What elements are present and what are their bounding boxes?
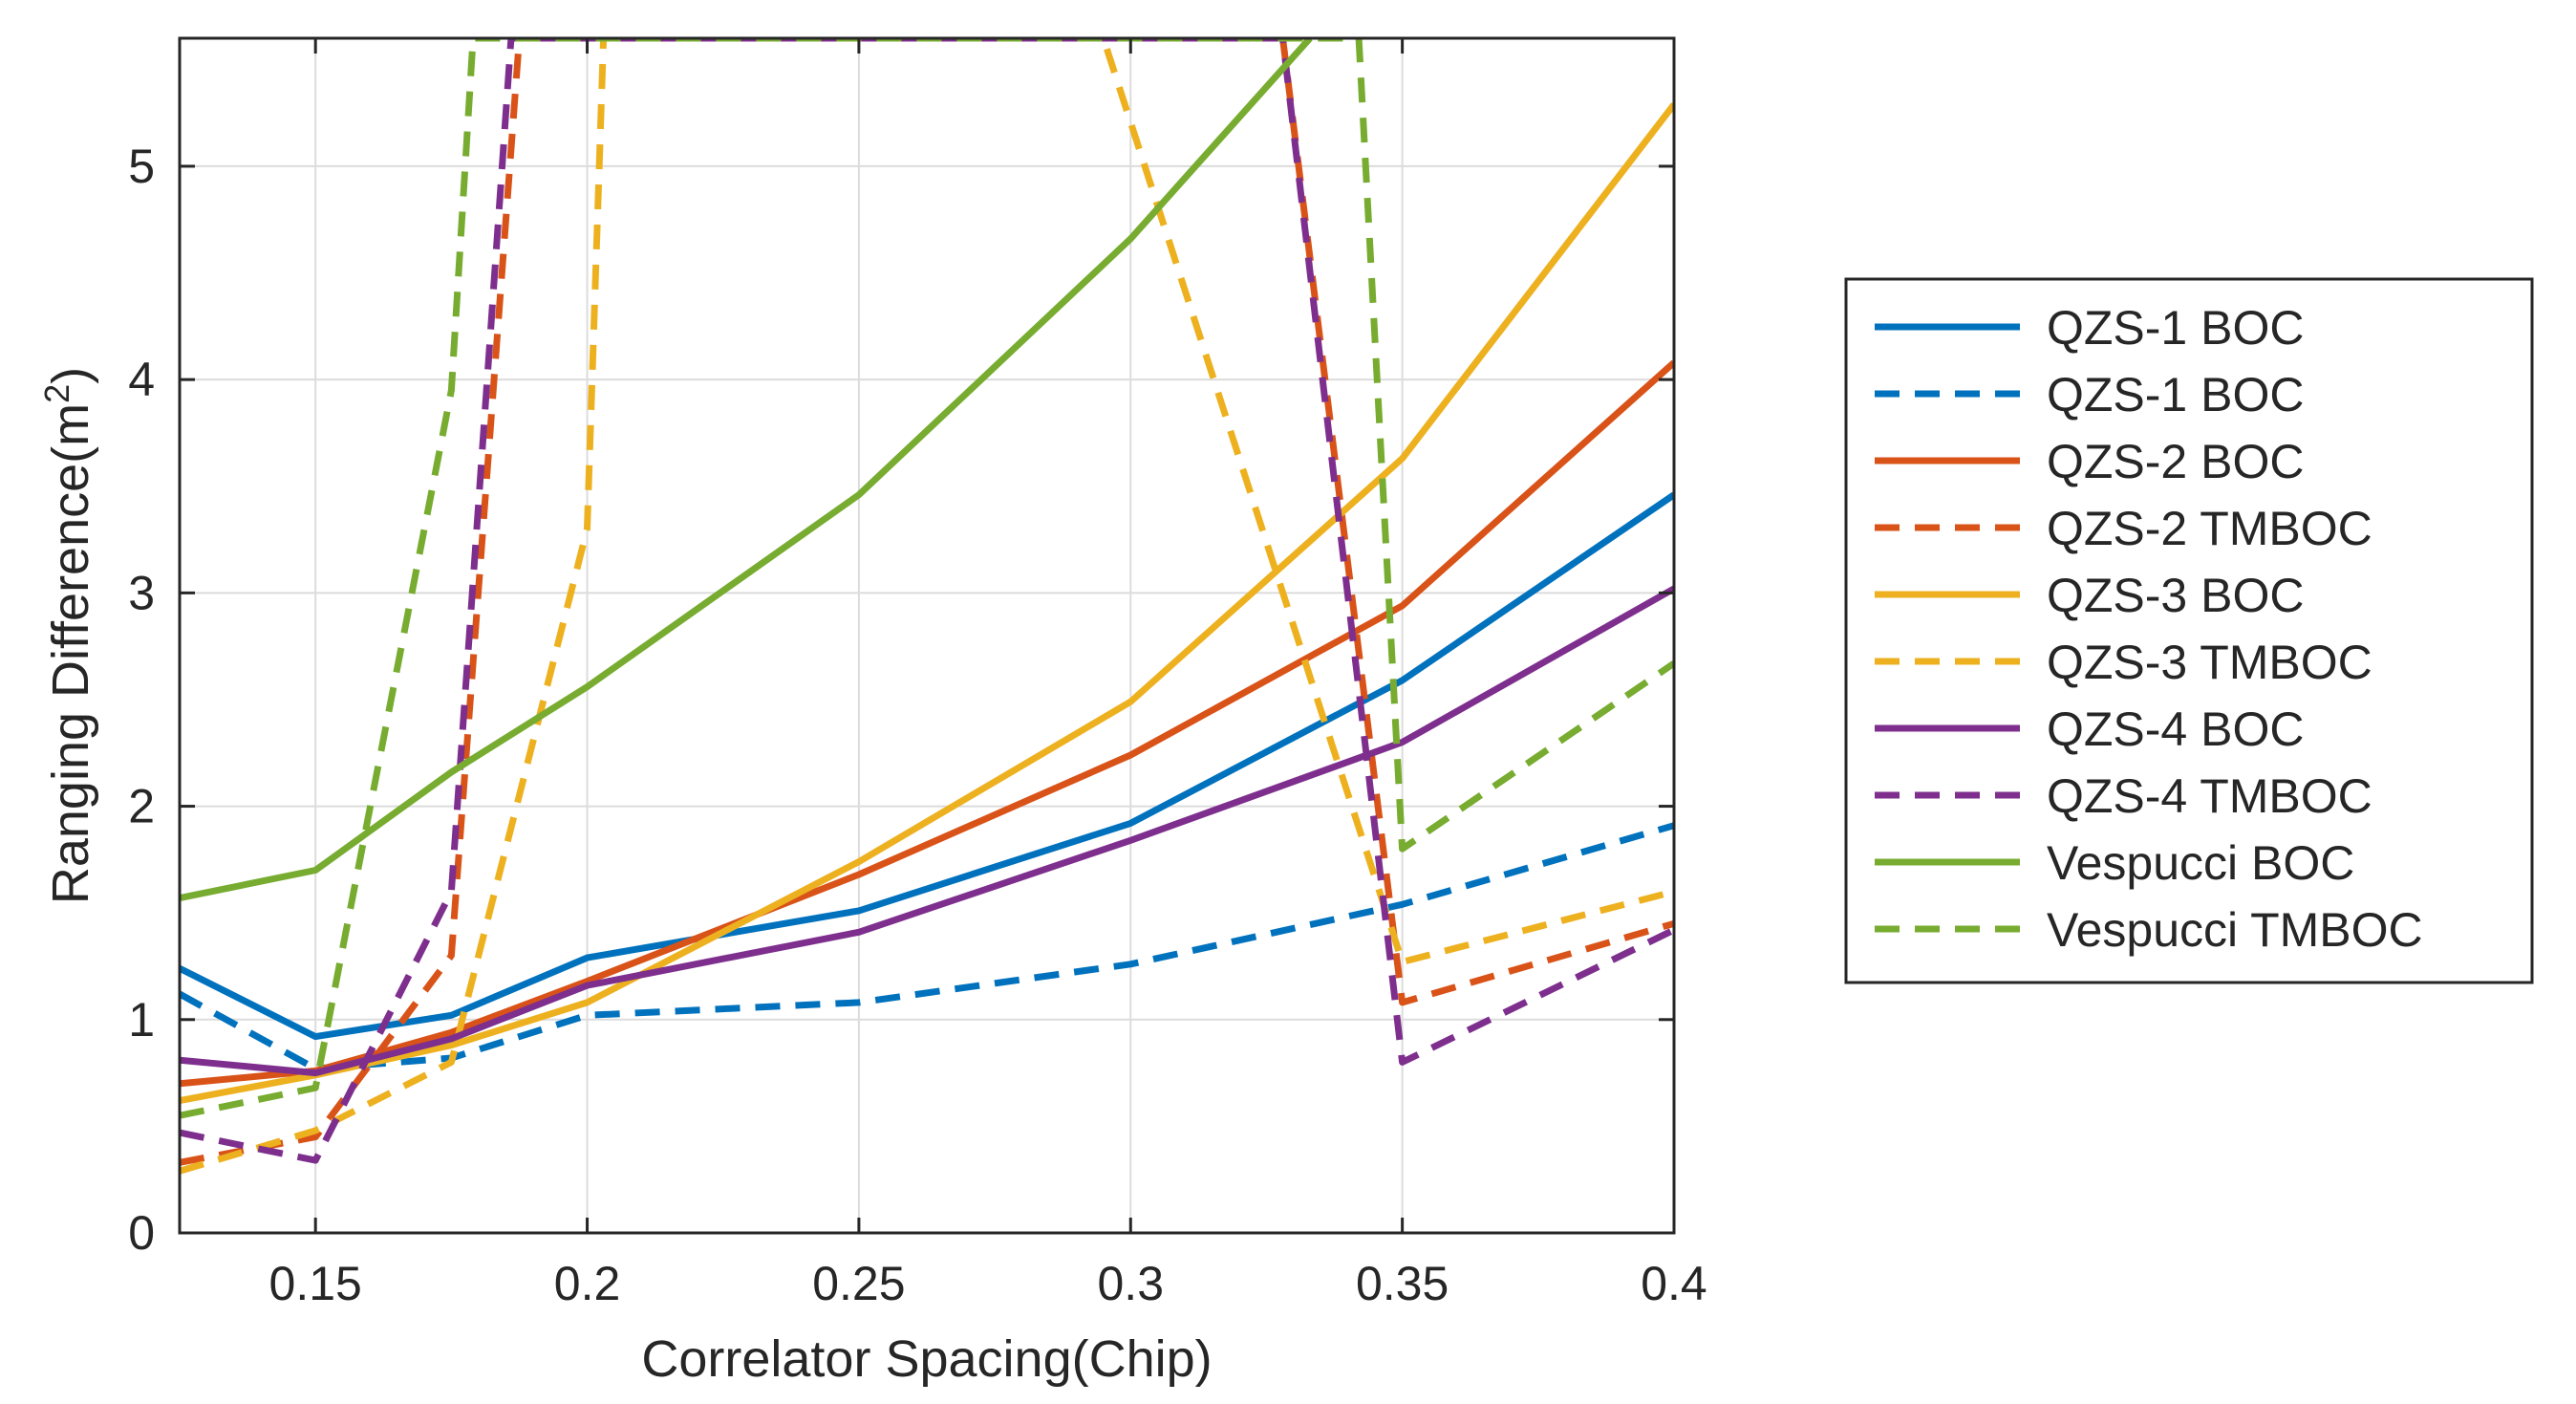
y-axis-label: Ranging Difference(m2)	[37, 367, 99, 904]
legend-label: QZS-2 BOC	[2047, 435, 2304, 488]
legend-label: QZS-2 TMBOC	[2047, 502, 2372, 555]
plot-frame	[178, 36, 1676, 1235]
series-layer	[180, 38, 1674, 1175]
y-axis-label-close: )	[42, 367, 99, 384]
y-axis-label-sup: 2	[37, 384, 76, 403]
legend-label: QZS-1 BOC	[2047, 368, 2304, 421]
legend-label: QZS-4 TMBOC	[2047, 769, 2372, 823]
y-tick-label: 2	[128, 780, 155, 833]
legend-label: Vespucci TMBOC	[2047, 903, 2423, 957]
x-tick-label: 0.3	[1098, 1257, 1165, 1310]
series-line-qzs-4-tmboc-dashed	[180, 38, 1674, 1164]
x-tick-label: 0.4	[1641, 1257, 1707, 1310]
legend-label: QZS-3 TMBOC	[2047, 636, 2372, 689]
legend-label: QZS-4 BOC	[2047, 702, 2304, 756]
legend-label: QZS-1 BOC	[2047, 301, 2304, 355]
series-line-vespucci-tmboc-dashed	[180, 38, 1674, 1119]
legend-label: Vespucci BOC	[2047, 836, 2354, 890]
x-tick-label: 0.2	[554, 1257, 621, 1310]
x-axis-label: Correlator Spacing(Chip)	[641, 1330, 1212, 1388]
legend: QZS-1 BOC QZS-1 BOC QZS-2 BOC QZS-2 TMBOC QZ…	[1844, 277, 2534, 984]
series-line-qzs-3-tmboc-dashed	[180, 38, 1674, 1175]
series-lines	[180, 38, 1674, 1175]
y-tick-label: 3	[128, 566, 155, 619]
y-axis-label-main: Ranging Difference(m	[42, 403, 99, 904]
y-tick-label: 5	[128, 140, 155, 193]
x-tick-label: 0.15	[269, 1257, 362, 1310]
legend-label: QZS-3 BOC	[2047, 569, 2304, 622]
y-tick-label: 0	[128, 1206, 155, 1260]
series-line-qzs-2-tmboc-dashed	[180, 38, 1674, 1166]
x-tick-label: 0.25	[812, 1257, 905, 1310]
series-line-vespucci-boc-solid	[180, 38, 1313, 902]
y-tick-label: 1	[128, 993, 155, 1047]
axis-ticks: 0.15 0.2 0.25 0.3 0.35 0.4 0 1 2 3 4 5	[128, 38, 1707, 1310]
x-tick-label: 0.35	[1356, 1257, 1449, 1310]
series-line-qzs-4-boc-solid	[180, 585, 1674, 1077]
y-tick-label: 4	[128, 353, 155, 406]
